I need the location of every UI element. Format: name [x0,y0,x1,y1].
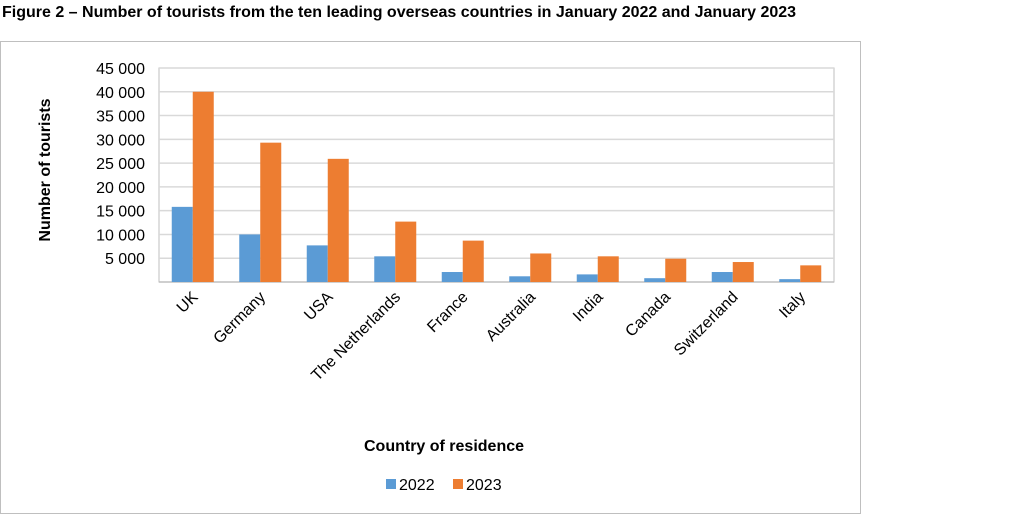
bar-2023-usa [327,158,349,282]
y-tick-label: 5 000 [105,251,145,268]
bar-2023-india [597,256,619,282]
y-tick-label: 30 000 [96,132,145,149]
bar-2022-switzerland [711,272,733,282]
bar-2022-australia [509,276,531,282]
y-tick-label: 15 000 [96,204,145,221]
bar-2023-france [462,240,484,282]
chart-frame [0,41,861,514]
x-tick-label: USA [301,289,337,325]
legend-swatch-2023 [453,479,463,489]
x-tick-label: UK [174,289,202,317]
bar-2023-italy [800,265,822,282]
legend-label-2023: 2023 [466,477,502,494]
legend-label-2022: 2022 [399,477,435,494]
x-tick-label: Germany [211,289,270,348]
bar-2022-italy [779,279,801,282]
bar-2023-the-netherlands [395,221,417,282]
bar-2023-australia [530,253,552,282]
bar-2022-canada [644,278,666,282]
y-tick-label: 45 000 [96,61,145,78]
legend-swatch-2022 [386,479,396,489]
x-tick-label: France [424,289,471,336]
x-tick-label: Australia [483,289,539,345]
bar-2022-germany [239,234,261,282]
bar-2022-the-netherlands [374,256,396,282]
x-tick-label: Switzerland [671,289,742,360]
y-tick-label: 10 000 [96,227,145,244]
y-axis-label: Number of tourists [37,98,54,241]
y-tick-label: 25 000 [96,156,145,173]
x-tick-label: Italy [776,289,809,322]
bar-2023-switzerland [732,262,754,282]
y-tick-label: 40 000 [96,85,145,102]
chart-title: Figure 2 – Number of tourists from the t… [2,4,797,21]
y-tick-label: 20 000 [96,180,145,197]
bar-2022-usa [306,245,328,282]
bar-2023-uk [192,91,214,283]
x-tick-label: India [570,289,607,326]
bar-2023-germany [260,142,282,282]
x-axis-label: Country of residence [364,438,524,455]
bar-2022-uk [171,206,193,282]
x-tick-label: Canada [622,289,674,341]
y-tick-label: 35 000 [96,109,145,126]
bar-2022-france [441,272,463,282]
bar-2022-india [576,274,598,282]
bar-2023-canada [665,258,687,282]
